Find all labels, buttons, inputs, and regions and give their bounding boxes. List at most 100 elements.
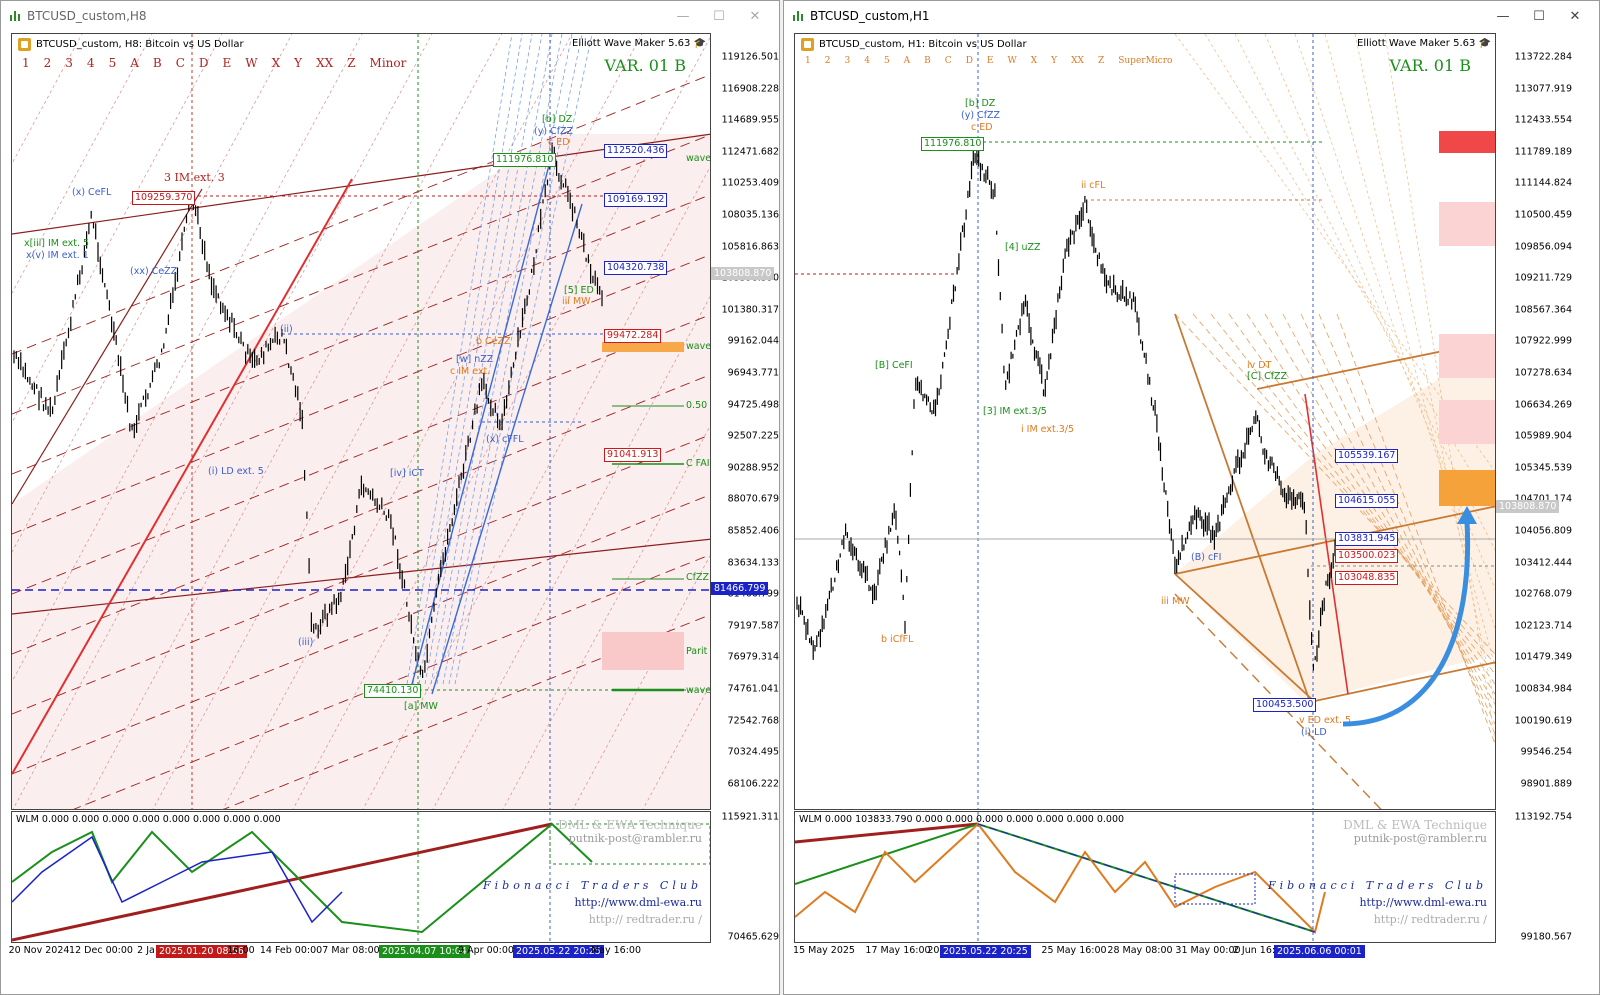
wave-button-7[interactable]: C [944, 56, 952, 66]
wave-label-c-ed: c ED [971, 122, 993, 133]
time-tick: 14 Feb 00:00 [259, 945, 323, 956]
window-title: BTCUSD_custom,H8 [27, 9, 147, 23]
trend-line [12, 538, 710, 615]
price-box-111976[interactable]: 111976.810 [921, 137, 985, 151]
price-chart-h8[interactable]: BTCUSD_custom, H8: Bitcoin vs US Dollar … [11, 33, 711, 810]
price-tick: 100834.984 [1514, 683, 1572, 695]
price-box-91041[interactable]: 91041.913 [604, 448, 662, 462]
indicator-header: WLM 0.000 103833.790 0.000 0.000 0.000 0… [799, 814, 1125, 825]
wave-degree-buttons[interactable]: 1 2 3 4 5 A B C D E W X Y XX Z Minor [22, 56, 420, 70]
ewm-logo-icon [801, 38, 814, 51]
wave-button-15[interactable]: Minor [369, 56, 407, 70]
maximize-button[interactable]: ☐ [1533, 8, 1545, 24]
credit-line-1: DML & EWA Technique [1343, 818, 1487, 832]
channel-blue [431, 203, 583, 695]
wave-button-9[interactable]: E [986, 56, 994, 66]
wave-button-4[interactable]: 5 [108, 56, 117, 70]
price-box-103500[interactable]: 103500.023 [1335, 549, 1399, 563]
close-button[interactable]: ✕ [1569, 8, 1581, 24]
minimize-button[interactable]: — [1496, 8, 1510, 24]
price-box-99472[interactable]: 99472.284 [604, 329, 662, 343]
wave-button-8[interactable]: D [965, 56, 973, 66]
wave-button-12[interactable]: Y [1051, 56, 1058, 66]
time-axis-h1[interactable]: 15 May 2025 17 May 16:00 20 M 2025.05.22… [793, 945, 1496, 961]
wave-button-8[interactable]: D [198, 56, 209, 70]
zone-orange [1439, 470, 1495, 506]
wave-button-7[interactable]: C [175, 56, 185, 70]
price-tick: 106634.269 [1514, 399, 1572, 411]
wave-button-10[interactable]: W [1007, 56, 1017, 66]
wave-button-5[interactable]: A [130, 56, 139, 70]
chart-drawing-h8 [12, 34, 710, 809]
wave-button-11[interactable]: X [271, 56, 281, 70]
price-tick: 102123.714 [1514, 620, 1572, 632]
maximize-button[interactable]: ☐ [713, 8, 725, 24]
window-titlebar[interactable]: BTCUSD_custom,H1 — ☐ ✕ [784, 1, 1599, 31]
wave-button-3[interactable]: 4 [864, 56, 870, 66]
wave-button-1[interactable]: 2 [824, 56, 831, 66]
indicator-panel-h1[interactable]: WLM 0.000 103833.790 0.000 0.000 0.000 0… [794, 811, 1496, 943]
wave-button-6[interactable]: B [924, 56, 931, 66]
time-tick: 20 M [927, 945, 951, 956]
symbol-description: BTCUSD_custom, H8: Bitcoin vs US Dollar [18, 38, 244, 51]
wave-button-3[interactable]: 4 [86, 56, 95, 70]
time-axis-h8[interactable]: 20 Nov 2024 12 Dec 00:00 2 Ja 2025.01.20… [9, 945, 711, 961]
wave-button-2[interactable]: 3 [65, 56, 73, 70]
wave-button-9[interactable]: E [222, 56, 232, 70]
wave-button-10[interactable]: W [245, 56, 258, 70]
price-box-109259[interactable]: 109259.370 [132, 191, 196, 205]
symbol-text: BTCUSD_custom, H1: Bitcoin vs US Dollar [819, 39, 1027, 50]
wave-button-5[interactable]: A [903, 56, 911, 66]
price-axis-h1[interactable]: 113722.284 113077.919 112433.554 111789.189… [1496, 33, 1574, 810]
wave-label-c-ed: c ED [548, 137, 570, 148]
wave-button-13[interactable]: XX [316, 56, 334, 70]
wave-button-1[interactable]: 2 [43, 56, 52, 70]
right-label-cfa: C FAI [686, 458, 710, 469]
wave-degree-buttons[interactable]: 1 2 3 4 5 A B C D E W X Y XX Z SuperMicro [805, 56, 1186, 66]
time-tick: May 16:00 [590, 945, 642, 956]
wave-button-14[interactable]: Z [347, 56, 356, 70]
price-box-104615[interactable]: 104615.055 [1335, 494, 1399, 508]
window-titlebar[interactable]: BTCUSD_custom,H8 — ☐ ✕ [1, 1, 779, 31]
wave-button-0[interactable]: 1 [805, 56, 811, 66]
channel-line [12, 254, 710, 535]
chart-window-h1[interactable]: BTCUSD_custom,H1 — ☐ ✕ BTCUSD_custom, H1… [783, 0, 1600, 995]
wave-label-3-im-ext3: 3 IM ext. 3 [164, 171, 225, 184]
time-tick: 25 May 16:00 [1041, 945, 1107, 956]
wave-button-14[interactable]: Z [1097, 56, 1105, 66]
wave-button-13[interactable]: XX [1071, 56, 1084, 66]
wave-button-11[interactable]: X [1030, 56, 1038, 66]
indicator-panel-h8[interactable]: WLM 0.000 0.000 0.000 0.000 0.000 0.000 … [11, 811, 711, 943]
price-chart-h1[interactable]: BTCUSD_custom, H1: Bitcoin vs US Dollar … [794, 33, 1496, 810]
wave-button-4[interactable]: 5 [883, 56, 890, 66]
price-tick: 105989.904 [1514, 430, 1572, 442]
price-box-103048[interactable]: 103048.835 [1335, 571, 1399, 585]
time-highlight-2: 2025.06.06 00:01 [1274, 945, 1365, 958]
fan-blue [442, 34, 573, 685]
wave-label-4-uzz: [4] uZZ [1005, 242, 1041, 253]
price-axis-h8[interactable]: 119126.501 116908.228 114689.955 112471.682… [711, 33, 781, 810]
price-box-104320[interactable]: 104320.738 [604, 261, 668, 275]
price-box-109169[interactable]: 109169.192 [604, 193, 668, 207]
credit-line-5: http:// redtrader.ru / [588, 913, 702, 926]
minimize-button[interactable]: — [676, 8, 690, 24]
price-tick: 102768.079 [1514, 588, 1572, 600]
time-tick: 2 Jun 16:00 [1232, 945, 1288, 956]
price-box-111976[interactable]: 111976.810 [493, 153, 557, 167]
price-box-112520[interactable]: 112520.436 [604, 144, 668, 158]
fan-orange [1174, 34, 1495, 472]
close-button[interactable]: ✕ [749, 8, 761, 24]
price-box-100453[interactable]: 100453.500 [1253, 698, 1317, 712]
variant-label: VAR. 01 B [1389, 56, 1471, 75]
window-title: BTCUSD_custom,H1 [810, 9, 930, 23]
price-box-105539[interactable]: 105539.167 [1335, 449, 1399, 463]
wave-button-0[interactable]: 1 [22, 56, 30, 70]
wave-button-6[interactable]: B [152, 56, 162, 70]
wave-button-2[interactable]: 3 [844, 56, 851, 66]
wave-button-12[interactable]: Y [294, 56, 303, 70]
price-tick: 92507.225 [727, 430, 779, 442]
price-box-103831[interactable]: 103831.945 [1335, 532, 1399, 546]
chart-window-h8[interactable]: BTCUSD_custom,H8 — ☐ ✕ BTCUSD_custom, H8… [0, 0, 780, 995]
wave-button-15[interactable]: SuperMicro [1118, 56, 1173, 66]
price-box-74410[interactable]: 74410.130 [364, 684, 422, 698]
